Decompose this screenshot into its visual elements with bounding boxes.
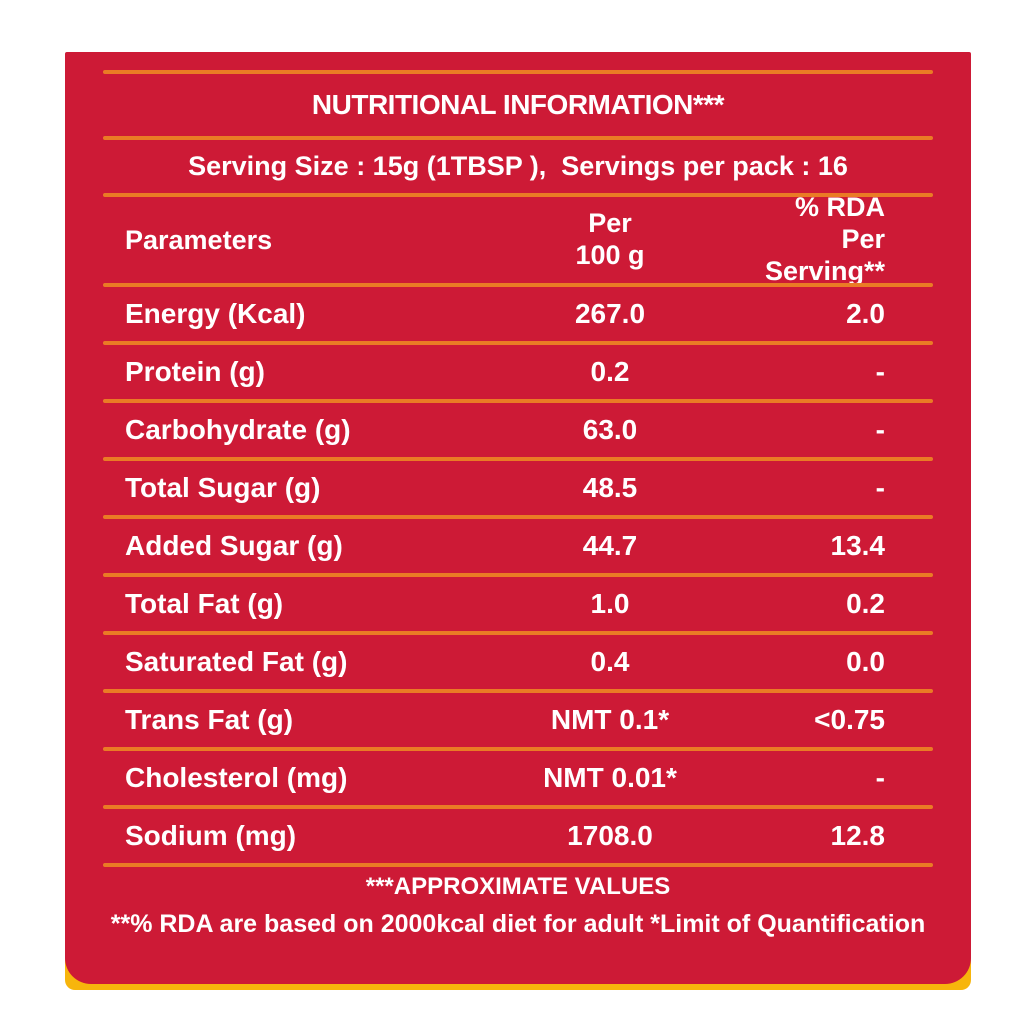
title-row: NUTRITIONAL INFORMATION*** <box>65 74 971 136</box>
divider-line <box>103 747 933 751</box>
serving-info-row: Serving Size : 15g (1TBSP ), Servings pe… <box>65 140 971 193</box>
rda-value: - <box>875 356 885 387</box>
divider-line <box>103 193 933 197</box>
table-row-trans-fat: Trans Fat (g) NMT 0.1* <0.75 <box>65 693 971 747</box>
header-parameters: Parameters <box>125 224 273 255</box>
footnote-approximate-values: ***APPROXIMATE VALUES <box>365 873 671 900</box>
rda-value: <0.75 <box>814 704 885 735</box>
header-per-100g-line2: 100 g <box>575 240 645 270</box>
per-100g-value: 267.0 <box>574 298 646 329</box>
divider-line <box>103 515 933 519</box>
divider-line <box>103 399 933 403</box>
per-100g-value: 0.2 <box>590 356 630 387</box>
header-rda-per-serving: % RDA Per Serving** <box>735 192 885 288</box>
per-100g-value: NMT 0.1* <box>550 704 670 735</box>
serving-info-text: Serving Size : 15g (1TBSP ), Servings pe… <box>188 151 848 181</box>
nutrient-label: Sodium (mg) <box>125 820 297 851</box>
rda-value: 0.0 <box>846 646 885 677</box>
divider-line <box>103 631 933 635</box>
table-row-protein: Protein (g) 0.2 - <box>65 345 971 399</box>
rda-value: 13.4 <box>830 530 886 561</box>
divider-line <box>103 70 933 74</box>
footnote-rda-basis: **% RDA are based on 2000kcal diet for a… <box>110 909 926 938</box>
nutrient-label: Saturated Fat (g) <box>125 646 348 677</box>
table-row-sodium: Sodium (mg) 1708.0 12.8 <box>65 809 971 863</box>
divider-line <box>103 457 933 461</box>
header-rda-line1: % RDA <box>794 192 885 223</box>
table-row-total-sugar: Total Sugar (g) 48.5 - <box>65 461 971 515</box>
nutrient-label: Cholesterol (mg) <box>125 762 348 793</box>
nutrient-label: Trans Fat (g) <box>125 704 294 735</box>
rda-value: - <box>875 762 885 793</box>
nutrient-label: Total Fat (g) <box>125 588 284 619</box>
rda-value: - <box>875 414 885 445</box>
header-rda-line2: Per Serving** <box>764 224 885 286</box>
per-100g-value: 48.5 <box>582 472 638 503</box>
rda-value: 12.8 <box>830 820 886 851</box>
table-row-total-fat: Total Fat (g) 1.0 0.2 <box>65 577 971 631</box>
per-100g-value: 0.4 <box>590 646 630 677</box>
header-per-100g: Per 100 g <box>485 208 735 272</box>
nutrient-label: Carbohydrate (g) <box>125 414 351 445</box>
nutrient-label: Protein (g) <box>125 356 265 387</box>
rda-value: - <box>875 472 885 503</box>
nutrient-label: Total Sugar (g) <box>125 472 321 503</box>
label-title: NUTRITIONAL INFORMATION*** <box>311 89 725 120</box>
table-row-added-sugar: Added Sugar (g) 44.7 13.4 <box>65 519 971 573</box>
table-row-saturated-fat: Saturated Fat (g) 0.4 0.0 <box>65 635 971 689</box>
divider-line <box>103 689 933 693</box>
divider-line <box>103 805 933 809</box>
divider-line <box>103 863 933 867</box>
nutrition-label-card: NUTRITIONAL INFORMATION*** Serving Size … <box>65 52 971 984</box>
divider-line <box>103 573 933 577</box>
rda-value: 0.2 <box>846 588 885 619</box>
per-100g-value: 63.0 <box>582 414 638 445</box>
nutrient-label: Energy (Kcal) <box>125 298 306 329</box>
per-100g-value: NMT 0.01* <box>543 762 677 793</box>
per-100g-value: 1.0 <box>590 588 630 619</box>
divider-line <box>103 283 933 287</box>
table-header-row: Parameters Per 100 g % RDA Per Serving** <box>65 192 971 286</box>
table-row-cholesterol: Cholesterol (mg) NMT 0.01* - <box>65 751 971 805</box>
table-row-energy: Energy (Kcal) 267.0 2.0 <box>65 287 971 341</box>
divider-line <box>103 341 933 345</box>
table-row-carbohydrate: Carbohydrate (g) 63.0 - <box>65 403 971 457</box>
per-100g-value: 44.7 <box>582 530 638 561</box>
nutrient-label: Added Sugar (g) <box>125 530 343 561</box>
rda-value: 2.0 <box>846 298 885 329</box>
divider-line <box>103 136 933 140</box>
per-100g-value: 1708.0 <box>567 820 653 851</box>
header-per-100g-line1: Per <box>588 208 632 239</box>
